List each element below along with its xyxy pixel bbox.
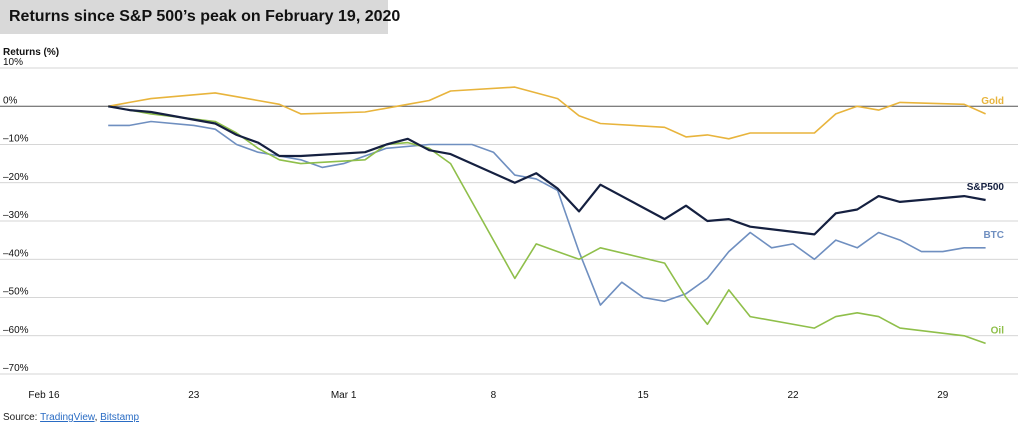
source-link-bitstamp[interactable]: Bitstamp — [100, 412, 140, 423]
series-label-sp500: S&P500 — [967, 182, 1005, 193]
y-tick-label: –20% — [3, 172, 29, 183]
y-tick-label: 10% — [3, 57, 23, 68]
x-tick-label: 29 — [937, 390, 949, 401]
y-tick-label: –60% — [3, 325, 29, 336]
x-tick-label: 22 — [787, 390, 799, 401]
title-banner: Returns since S&P 500’s peak on February… — [0, 0, 400, 34]
y-axis-label: Returns (%) — [3, 47, 59, 58]
series-label-gold: Gold — [981, 96, 1004, 107]
y-tick-label: –70% — [3, 363, 29, 374]
y-tick-label: –40% — [3, 248, 29, 259]
x-tick-label: Feb 16 — [28, 390, 60, 401]
y-tick-label: –30% — [3, 210, 29, 221]
series-lines — [108, 86, 986, 345]
source-note: Source: TradingView, Bitstamp — [3, 412, 139, 423]
source-link-tradingview[interactable]: TradingView — [40, 412, 95, 423]
series-line-oil — [108, 105, 986, 345]
x-tick-label: 8 — [491, 390, 497, 401]
x-tick-label: Mar 1 — [331, 390, 357, 401]
y-tick-label: 0% — [3, 95, 18, 106]
source-separator: , — [94, 412, 101, 423]
y-tick-labels: 10% 0% –10% –20% –30% –40% –50% –60% –70% — [3, 57, 29, 374]
series-line-gold — [108, 86, 986, 140]
x-tick-label: 23 — [188, 390, 200, 401]
series-line-sp500 — [108, 105, 986, 236]
x-tick-label: 15 — [638, 390, 650, 401]
series-label-btc: BTC — [983, 230, 1004, 241]
x-tick-labels: Feb 16 23 Mar 1 8 15 22 29 — [28, 390, 948, 401]
series-label-oil: Oil — [991, 325, 1005, 336]
series-labels: Gold S&P500 BTC Oil — [967, 96, 1005, 336]
gridlines — [0, 67, 1018, 375]
y-tick-label: –50% — [3, 287, 29, 298]
source-label: Source: — [3, 412, 38, 423]
chart-title: Returns since S&P 500’s peak on February… — [9, 8, 401, 25]
y-tick-label: –10% — [3, 134, 29, 145]
series-line-btc — [108, 120, 986, 306]
